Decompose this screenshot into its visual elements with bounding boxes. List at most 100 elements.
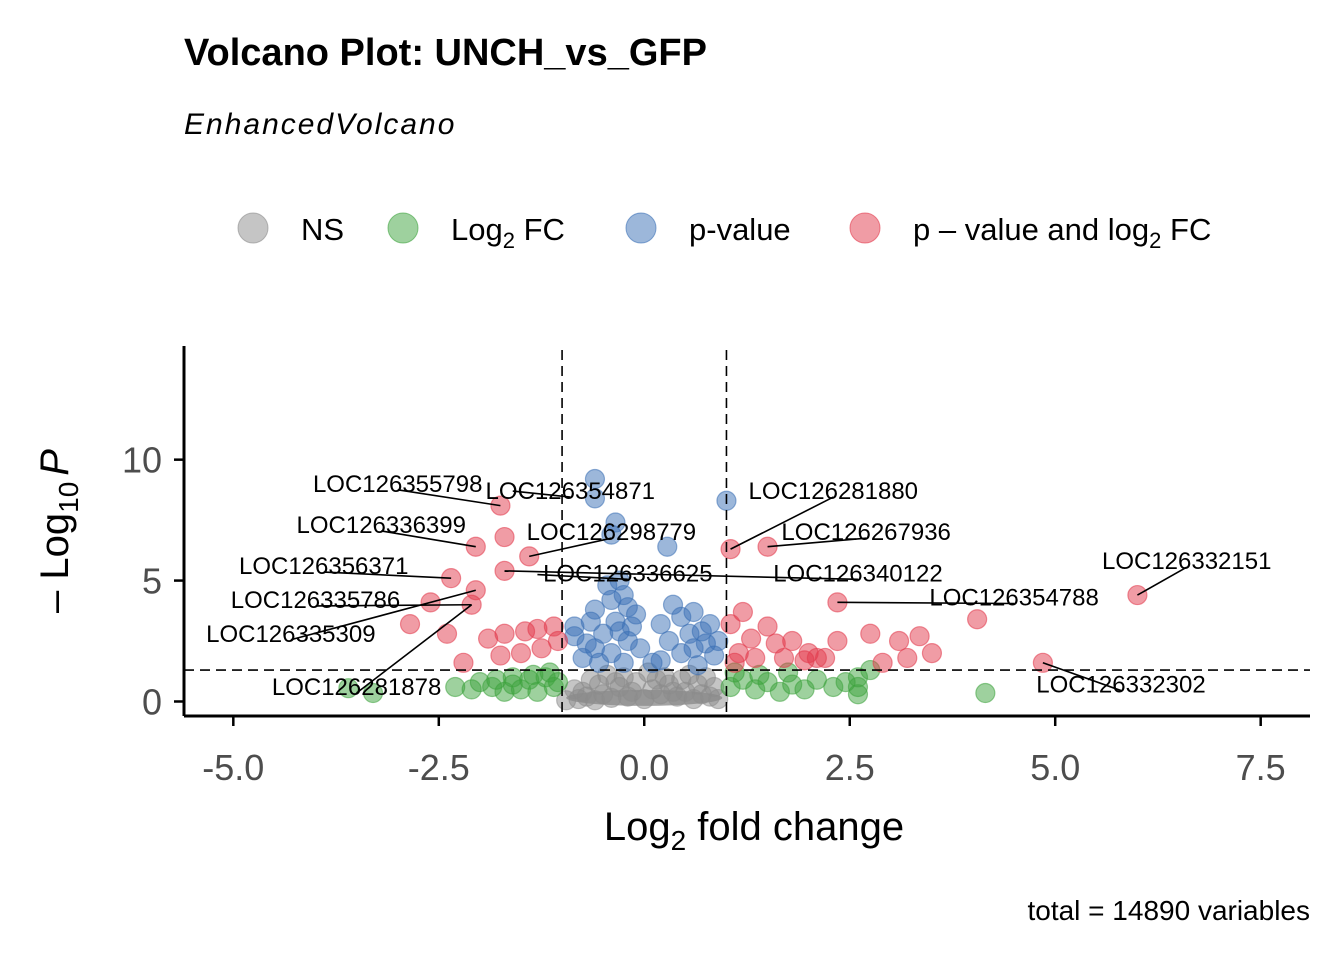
annotation-connector bbox=[315, 603, 472, 607]
y-tick-label: 5 bbox=[142, 561, 162, 602]
gene-label: LOC126356371 bbox=[239, 553, 408, 580]
point-fc-p bbox=[494, 526, 515, 548]
point-p bbox=[683, 601, 704, 623]
point-fc-p bbox=[494, 623, 515, 644]
point-ns bbox=[605, 672, 626, 693]
point-fc-p bbox=[436, 623, 458, 644]
chart-subtitle: EnhancedVolcano bbox=[184, 108, 456, 141]
gene-label: LOC126354871 bbox=[486, 478, 655, 505]
annotations-layer: LOC126355798 LOC126354871 LOC126281880 LOC1… bbox=[206, 471, 1271, 701]
point-fc-p bbox=[773, 647, 795, 669]
legend: NS Log2 FC p-value p – value and log2 FC bbox=[237, 212, 1211, 253]
point-fc-p bbox=[399, 614, 421, 635]
x-ticks: -5.0 -2.5 0.0 2.5 5.0 7.5 bbox=[202, 716, 1286, 788]
x-tick-label: 2.5 bbox=[825, 747, 875, 788]
point-ns bbox=[662, 681, 684, 702]
gene-label: LOC126332302 bbox=[1036, 672, 1205, 699]
legend-marker-ns bbox=[237, 212, 269, 244]
y-axis-title: – Log10P bbox=[33, 449, 84, 613]
point-fc-p bbox=[827, 630, 848, 652]
legend-marker-fc_p bbox=[849, 212, 881, 244]
cutoff-lines bbox=[184, 350, 1310, 716]
y-tick-label: 10 bbox=[122, 440, 162, 481]
point-p bbox=[630, 638, 651, 659]
gene-label: LOC126355798 bbox=[313, 471, 482, 498]
point-fc bbox=[338, 678, 359, 699]
point-fc-p bbox=[724, 652, 745, 673]
point-fc bbox=[523, 664, 544, 685]
point-ns bbox=[572, 681, 593, 702]
point-p bbox=[687, 655, 708, 676]
legend-label-fc: Log2 FC bbox=[451, 212, 565, 253]
point-p bbox=[580, 611, 601, 632]
point-p bbox=[572, 647, 593, 669]
point-p bbox=[613, 584, 634, 606]
point-p bbox=[695, 633, 717, 654]
axes bbox=[182, 346, 1310, 718]
x-tick-label: 0.0 bbox=[619, 747, 669, 788]
point-ns bbox=[646, 669, 667, 690]
point-fc bbox=[749, 664, 770, 685]
y-ticks: 0 5 10 bbox=[122, 440, 184, 722]
point-ns bbox=[621, 681, 643, 702]
annotation-connector bbox=[323, 571, 452, 579]
point-p bbox=[671, 643, 692, 664]
point-p bbox=[699, 614, 721, 635]
point-fc-p bbox=[897, 647, 918, 669]
gene-label: LOC126332151 bbox=[1102, 548, 1271, 575]
legend-label-ns: NS bbox=[301, 212, 344, 247]
annotation-connector bbox=[512, 490, 571, 498]
legend-marker-fc bbox=[387, 212, 419, 244]
chart-title: Volcano Plot: UNCH_vs_GFP bbox=[184, 32, 707, 74]
point-fc-p bbox=[967, 609, 988, 630]
x-axis-title: Log2 fold change bbox=[604, 805, 904, 856]
point-p bbox=[625, 604, 647, 625]
x-tick-label: -5.0 bbox=[202, 747, 264, 788]
gene-label: LOC126335309 bbox=[206, 621, 375, 648]
point-fc-p bbox=[909, 626, 930, 647]
annotation-connector bbox=[356, 604, 473, 694]
point-p bbox=[657, 536, 678, 557]
point-fc-p bbox=[921, 643, 943, 664]
point-fc-p bbox=[510, 643, 532, 664]
annotation-connector bbox=[529, 537, 612, 558]
gene-label: LOC126336399 bbox=[297, 512, 466, 539]
annotation-connector bbox=[397, 489, 501, 507]
point-fc bbox=[486, 669, 507, 690]
annotation-connector bbox=[730, 496, 834, 550]
point-fc-p bbox=[547, 630, 569, 652]
legend-marker-p bbox=[625, 212, 657, 244]
point-fc-p bbox=[490, 645, 511, 666]
annotation-connector bbox=[837, 601, 1015, 605]
points-layer bbox=[338, 468, 1148, 711]
point-fc-p bbox=[872, 652, 893, 673]
annotation-connector bbox=[1137, 566, 1188, 596]
point-fc-p bbox=[806, 647, 827, 669]
point-fc bbox=[445, 676, 466, 698]
point-p bbox=[584, 468, 606, 490]
x-tick-label: 5.0 bbox=[1030, 747, 1080, 788]
gene-label: LOC126298779 bbox=[527, 519, 696, 546]
gene-label: LOC126336625 bbox=[543, 560, 712, 587]
gene-label: LOC126267936 bbox=[781, 519, 950, 546]
point-fc-p bbox=[757, 616, 778, 637]
point-p bbox=[597, 575, 618, 596]
gene-label: LOC126281878 bbox=[272, 674, 441, 701]
annotation-connector bbox=[767, 537, 867, 548]
annotation-connector bbox=[537, 573, 628, 581]
annotation-connector bbox=[504, 570, 858, 581]
caption: total = 14890 variables bbox=[1027, 895, 1310, 926]
point-fc-p bbox=[741, 628, 762, 649]
point-fc-p bbox=[782, 630, 803, 652]
point-fc-p bbox=[860, 623, 881, 644]
gene-label: LOC126281880 bbox=[749, 478, 918, 505]
point-p bbox=[679, 623, 700, 644]
annotation-connector bbox=[1042, 662, 1122, 692]
annotation-connector bbox=[381, 530, 476, 548]
point-fc bbox=[975, 682, 996, 704]
gene-label: LOC126354788 bbox=[929, 585, 1098, 612]
point-fc bbox=[362, 682, 384, 704]
legend-label-fc_p: p – value and log2 FC bbox=[913, 212, 1211, 253]
x-tick-label: 7.5 bbox=[1236, 747, 1286, 788]
